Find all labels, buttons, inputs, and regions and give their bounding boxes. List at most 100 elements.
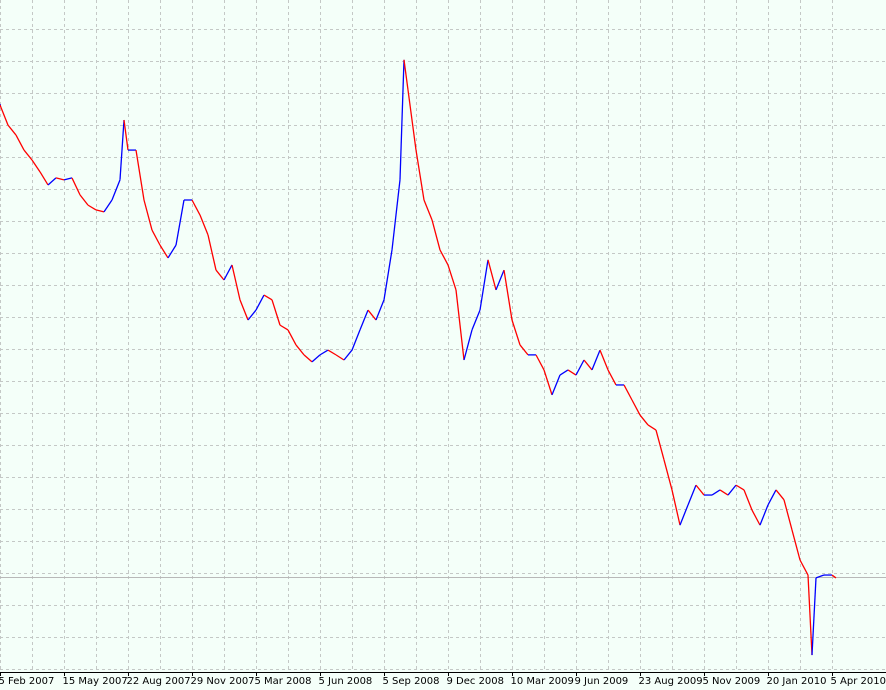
price-segment (375, 299, 385, 321)
price-segment (343, 349, 353, 361)
price-segment (143, 199, 153, 231)
price-segment (551, 374, 561, 396)
price-segment (303, 354, 313, 363)
price-segment (191, 199, 201, 216)
x-tick-label: 10 Mar 2009 (511, 676, 574, 687)
price-segment (655, 429, 665, 461)
price-segment (63, 177, 73, 181)
price-segment (783, 499, 793, 531)
price-segment (159, 244, 169, 259)
price-segment (607, 369, 617, 386)
x-tick-label: 23 Aug 2009 (639, 676, 703, 687)
price-segment (583, 359, 593, 371)
price-segment (31, 159, 41, 173)
price-segment (271, 299, 281, 326)
price-segment (743, 489, 753, 511)
price-segment (55, 177, 65, 181)
price-segment (599, 349, 609, 371)
price-segment (495, 269, 505, 291)
price-segment (223, 264, 233, 281)
price-segment (503, 269, 513, 321)
price-segment (391, 179, 401, 250)
price-segment (151, 229, 161, 246)
price-segment (383, 249, 393, 300)
price-segment (311, 354, 321, 363)
x-tick-label: 5 Apr 2010 (831, 676, 886, 687)
price-segment (559, 369, 569, 376)
price-segment (671, 489, 681, 526)
price-segment (359, 309, 369, 331)
price-segment (759, 504, 769, 526)
price-segment (479, 259, 489, 311)
price-segment (799, 559, 809, 576)
price-segment (167, 244, 177, 259)
price-segment (567, 369, 577, 376)
price-segment (711, 489, 721, 496)
price-segment (87, 204, 97, 211)
x-tick-label: 9 Jun 2009 (575, 676, 629, 687)
price-segment (727, 484, 737, 496)
price-segment (439, 249, 449, 266)
price-segment (431, 219, 441, 251)
price-segment (807, 575, 813, 656)
price-segment (775, 489, 785, 501)
price-segment (399, 59, 405, 180)
price-segment (239, 299, 249, 321)
x-tick-label: 22 Aug 2007 (127, 676, 191, 687)
x-tick-label: 15 May 2007 (63, 676, 128, 687)
price-segment (215, 269, 225, 281)
price-segment (687, 484, 697, 506)
price-segment (15, 134, 25, 151)
price-segment (543, 369, 553, 396)
price-segment (575, 359, 585, 376)
price-segment (335, 354, 345, 361)
x-tick-label: 29 Nov 2007 (191, 676, 255, 687)
price-segment (319, 349, 329, 356)
price-segment (455, 289, 465, 361)
price-segment (327, 349, 337, 356)
price-segment (831, 574, 837, 579)
price-segment (367, 309, 377, 321)
price-segment (815, 574, 825, 579)
price-segment (95, 209, 105, 213)
price-segment (663, 459, 673, 491)
x-tick-label: 5 Jun 2008 (319, 676, 373, 687)
price-segment (247, 309, 257, 321)
price-segment (791, 529, 801, 561)
price-segment (403, 59, 409, 91)
price-segment (123, 119, 129, 151)
price-segment (719, 489, 729, 496)
price-segment (231, 264, 241, 300)
price-segment (423, 199, 433, 221)
price-segment (695, 484, 705, 496)
price-segment (811, 577, 817, 656)
price-segment (351, 329, 361, 351)
price-segment (631, 399, 641, 416)
price-segment (519, 344, 529, 356)
price-segment (79, 194, 89, 206)
price-segment (23, 149, 33, 161)
price-segment (71, 177, 81, 196)
price-segment (647, 424, 657, 431)
price-segment (623, 384, 633, 401)
price-segment (767, 489, 777, 506)
price-segment (407, 89, 417, 151)
x-tick-label: 5 Sep 2008 (383, 676, 440, 687)
price-segment (447, 264, 457, 291)
price-segment (175, 199, 185, 246)
price-segment (415, 149, 425, 201)
price-segment (263, 294, 273, 301)
price-segment (591, 349, 601, 371)
x-tick-label: 9 Dec 2008 (447, 676, 505, 687)
price-segment (199, 214, 209, 236)
x-tick-label: 5 Mar 2008 (255, 676, 312, 687)
price-segment (47, 177, 57, 186)
price-segment (255, 294, 265, 311)
price-segment (487, 259, 497, 291)
price-segment (639, 414, 649, 426)
price-segment (287, 329, 297, 346)
price-segment (0, 104, 9, 126)
price-segment (207, 234, 217, 271)
